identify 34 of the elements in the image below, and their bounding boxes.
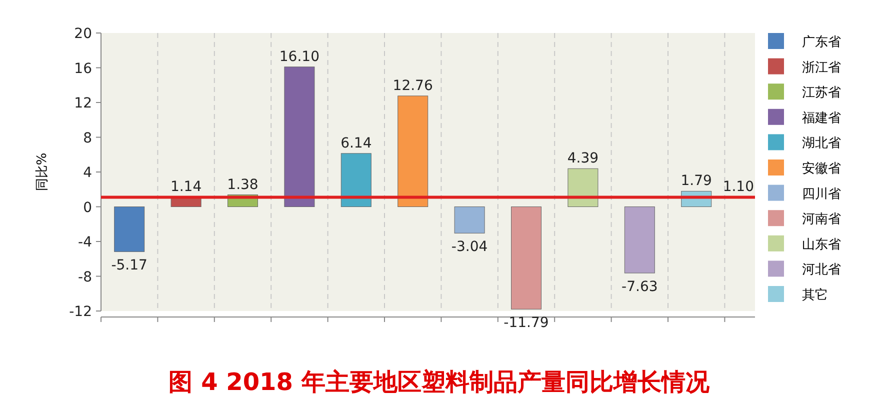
legend-label: 山东省: [802, 237, 841, 252]
data-label: 4.39: [567, 150, 599, 167]
data-label: 1.38: [227, 176, 258, 193]
legend-label: 其它: [802, 287, 828, 303]
y-tick-label: 12: [74, 96, 92, 112]
legend-label: 浙江省: [802, 60, 841, 76]
legend-label: 四川省: [802, 186, 841, 202]
ref-line-label: 1.10: [722, 179, 754, 196]
y-tick-label: 4: [83, 165, 92, 181]
data-label: -11.79: [504, 315, 549, 332]
legend-label: 河南省: [802, 212, 841, 228]
y-tick-label: 8: [83, 130, 92, 146]
data-label: 1.14: [170, 178, 202, 195]
legend-label: 江苏省: [802, 86, 841, 101]
data-label: 12.76: [392, 78, 433, 94]
legend-label: 湖北省: [802, 136, 841, 152]
data-label: -5.17: [111, 258, 148, 274]
data-label: -7.63: [622, 279, 658, 296]
y-tick-label: -4: [78, 234, 92, 250]
legend-label: 福建省: [802, 110, 841, 126]
y-tick-label: 0: [83, 200, 92, 216]
data-label: 16.10: [279, 48, 320, 65]
y-tick-label: -8: [78, 269, 92, 286]
y-tick-label: -12: [69, 304, 92, 320]
y-tick-label: 20: [74, 26, 92, 42]
legend-label: 广东省: [802, 35, 841, 50]
legend-label: 安徽省: [802, 160, 841, 176]
data-label: -3.04: [451, 239, 488, 256]
y-axis-title: 同比%: [35, 152, 50, 192]
y-tick-label: 16: [74, 60, 92, 77]
data-label: 1.79: [680, 173, 712, 190]
text: 图 4 2018 年主要地区塑料制品产量同比增长情况: [168, 368, 710, 396]
legend-label: 河北省: [802, 262, 841, 278]
data-label: 6.14: [340, 135, 372, 152]
